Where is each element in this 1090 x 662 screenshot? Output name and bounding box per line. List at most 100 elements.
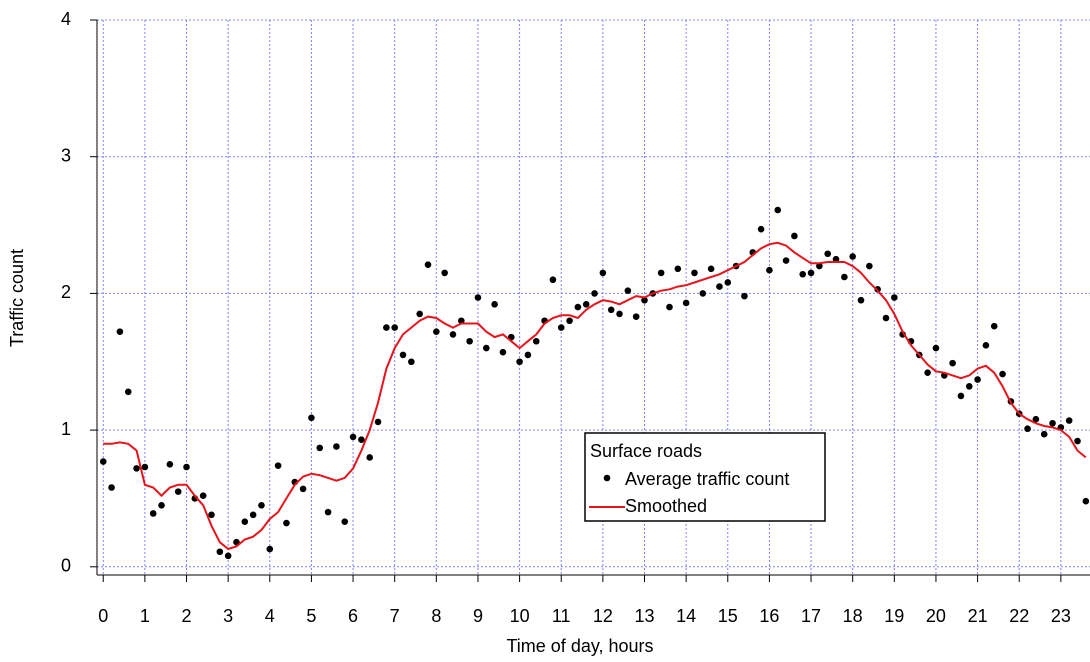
x-tick-label: 6 (348, 606, 358, 626)
data-point (807, 269, 815, 277)
data-point (857, 296, 865, 304)
data-point (591, 290, 598, 297)
data-point (274, 462, 282, 469)
data-point (383, 324, 390, 331)
data-point (299, 485, 307, 493)
data-point (924, 369, 931, 376)
data-point (841, 273, 848, 281)
data-point (358, 436, 365, 443)
data-point (116, 328, 124, 335)
data-point (99, 458, 107, 465)
smoothed-line (103, 241, 1087, 551)
data-point (849, 253, 856, 260)
x-tick-label: 18 (843, 606, 863, 626)
data-point (1074, 437, 1081, 445)
data-point (308, 414, 315, 422)
data-point (624, 287, 632, 294)
data-point (1040, 430, 1048, 438)
x-tick-label: 8 (431, 606, 441, 626)
data-point (882, 314, 890, 322)
x-tick-label: 13 (634, 606, 654, 626)
data-point (799, 270, 807, 278)
data-point (691, 269, 698, 277)
data-point (258, 501, 265, 509)
data-point (391, 324, 398, 331)
data-point (616, 310, 623, 318)
data-point (183, 463, 190, 471)
x-tick-label: 1 (140, 606, 150, 626)
data-point (957, 392, 965, 400)
y-tick-label: 0 (61, 556, 71, 576)
data-point (932, 344, 940, 352)
data-point (416, 310, 423, 318)
data-point (433, 328, 440, 335)
data-point (399, 351, 407, 359)
data-point (949, 359, 956, 367)
data-point (524, 351, 532, 359)
data-point (141, 463, 149, 471)
legend-marker (603, 474, 611, 482)
y-tick-label: 2 (61, 282, 71, 302)
data-point (324, 508, 332, 516)
data-point (965, 383, 973, 390)
data-point (990, 322, 998, 330)
legend-title: Surface roads (590, 441, 702, 461)
data-point (149, 510, 157, 517)
data-point (1065, 417, 1073, 424)
data-point (641, 296, 648, 304)
data-point (1082, 497, 1090, 505)
x-tick-label: 22 (1009, 606, 1029, 626)
data-point (999, 370, 1006, 378)
data-point (482, 344, 490, 352)
data-point (458, 317, 465, 325)
data-point (982, 342, 990, 349)
y-tick-label: 4 (61, 9, 71, 29)
data-point (724, 279, 732, 286)
data-point (816, 262, 823, 270)
data-point (491, 301, 498, 308)
data-point (408, 358, 415, 366)
data-point (516, 358, 523, 366)
x-tick-label: 21 (968, 606, 988, 626)
x-tick-label: 5 (306, 606, 316, 626)
data-point (316, 444, 324, 452)
data-point (532, 337, 540, 345)
x-tick-label: 2 (182, 606, 192, 626)
data-point (216, 548, 224, 556)
y-tick-label: 1 (61, 419, 71, 439)
data-point (632, 313, 640, 320)
data-point (666, 303, 673, 311)
data-point (791, 232, 798, 240)
data-point (716, 283, 723, 290)
legend-label: Smoothed (625, 496, 707, 516)
x-tick-label: 4 (265, 606, 275, 626)
data-point (682, 299, 690, 307)
data-point (199, 492, 207, 500)
data-point (832, 255, 840, 263)
data-point (349, 433, 357, 441)
data-point (582, 301, 590, 308)
data-point (657, 269, 665, 277)
x-tick-label: 23 (1051, 606, 1071, 626)
data-point (566, 317, 573, 325)
data-point (158, 501, 165, 509)
data-point (599, 269, 607, 277)
y-axis-title: Traffic count (7, 249, 27, 347)
data-point (707, 265, 715, 273)
x-tick-label: 7 (390, 606, 400, 626)
x-tick-label: 16 (759, 606, 779, 626)
data-point (166, 460, 174, 468)
data-point (241, 518, 249, 525)
data-point (766, 266, 773, 274)
data-point (341, 518, 349, 525)
x-tick-label: 15 (718, 606, 738, 626)
data-point (266, 545, 274, 553)
data-point (449, 331, 457, 338)
legend-label: Average traffic count (625, 469, 789, 489)
x-tick-label: 11 (552, 606, 571, 626)
data-point (549, 276, 557, 284)
data-point (741, 292, 748, 300)
data-point (174, 488, 182, 495)
data-point (1024, 425, 1031, 433)
